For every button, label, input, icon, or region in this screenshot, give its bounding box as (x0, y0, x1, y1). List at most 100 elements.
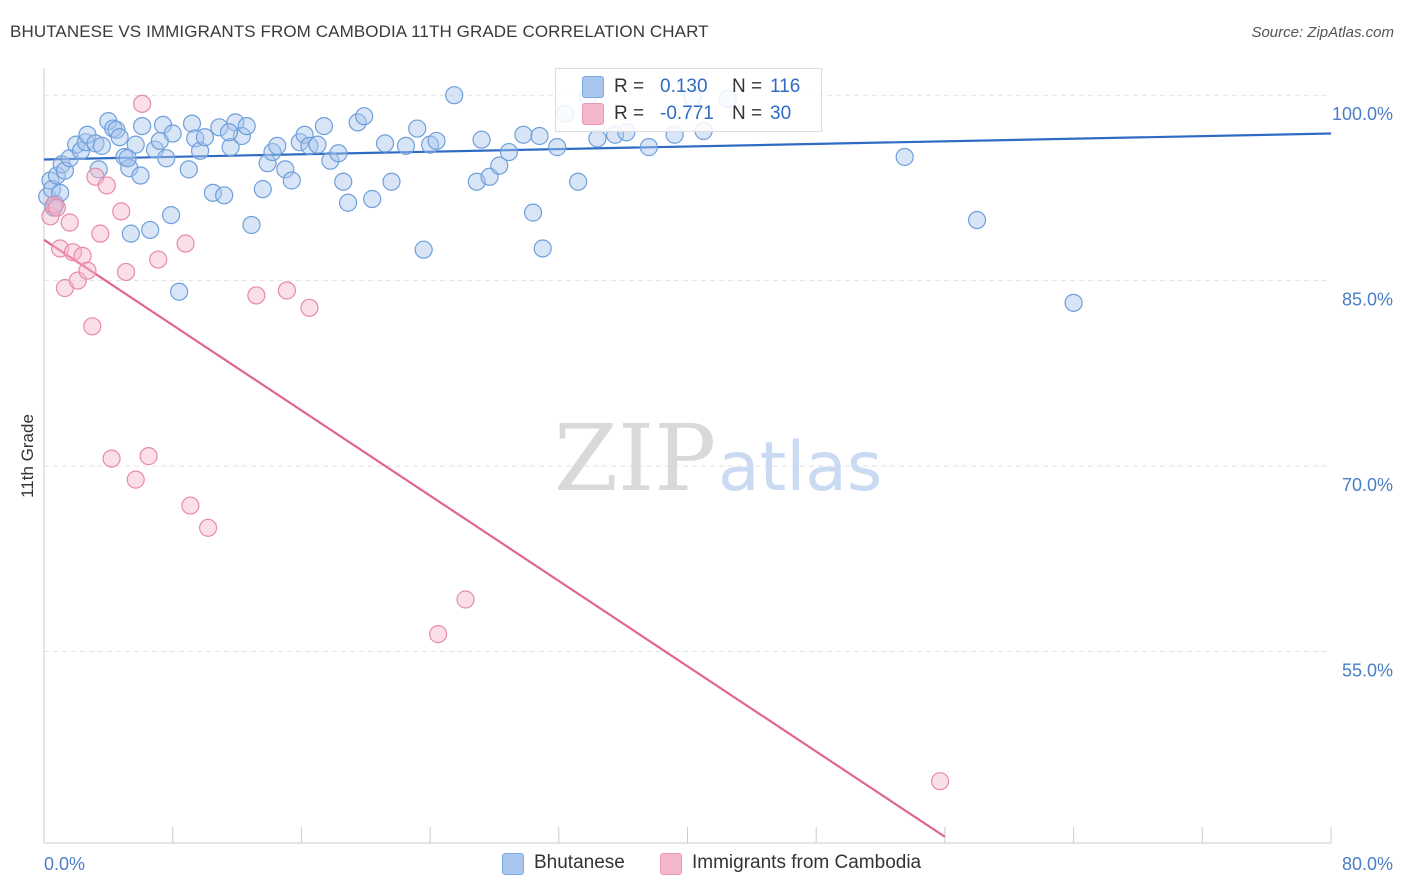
bottom-legend-label: Bhutanese (534, 852, 625, 873)
data-point (221, 138, 240, 157)
data-point (1064, 293, 1083, 312)
data-point (83, 317, 102, 336)
data-point (329, 144, 348, 163)
data-point (308, 135, 327, 154)
data-point (338, 193, 358, 212)
data-point (548, 138, 567, 157)
data-point (263, 142, 282, 162)
data-point (382, 172, 401, 191)
data-point (203, 183, 223, 202)
series-cambodia (41, 94, 950, 791)
legend-r-label: R = (614, 103, 645, 124)
data-point (71, 141, 91, 160)
data-point (588, 129, 607, 148)
trend-lines (43, 132, 1332, 838)
legend-swatch-cambodia (582, 103, 604, 125)
data-point (47, 198, 66, 217)
data-point (334, 172, 353, 191)
trend-line-cambodia (43, 238, 946, 838)
data-point (170, 282, 189, 301)
data-point (355, 107, 374, 126)
data-point (396, 136, 416, 155)
y-tick-label: 70.0% (1342, 475, 1393, 495)
legend-r-value: -0.771 (660, 103, 714, 124)
data-point (179, 160, 198, 179)
data-point (181, 496, 200, 515)
axis-labels: 100.0% 85.0% 70.0% 55.0% 0.0% 80.0% 11th Grade (18, 104, 1393, 874)
bottom-legend-swatch-bhutanese (502, 853, 524, 875)
data-point (427, 131, 446, 151)
data-point (472, 130, 491, 149)
data-point (102, 449, 121, 468)
x-tick-label: 80.0% (1342, 854, 1393, 874)
data-point (126, 470, 145, 489)
data-point (68, 271, 87, 290)
data-point (268, 136, 287, 155)
y-tick-label: 55.0% (1342, 660, 1393, 680)
legend-n-label: N = (732, 76, 763, 97)
data-point (456, 590, 475, 609)
data-point (445, 86, 464, 105)
data-point (161, 205, 181, 225)
bottom-legend-swatch-cambodia (660, 853, 682, 875)
data-point (195, 128, 214, 147)
data-point (63, 243, 83, 262)
data-point (91, 224, 110, 243)
data-point (499, 142, 519, 162)
y-axis-label: 11th Grade (18, 414, 37, 498)
data-point (639, 138, 658, 157)
data-point (277, 281, 297, 300)
data-point (300, 298, 319, 317)
data-point (97, 176, 116, 195)
data-point (112, 202, 131, 221)
data-point (967, 210, 987, 230)
y-tick-label: 85.0% (1342, 290, 1393, 310)
data-point (363, 189, 382, 209)
data-point (126, 135, 145, 154)
data-point (110, 128, 129, 147)
data-point (133, 94, 152, 113)
data-point (295, 125, 314, 144)
legend-swatch-bhutanese (582, 76, 604, 98)
data-point (78, 261, 97, 280)
y-tick-label: 100.0% (1332, 104, 1393, 124)
data-point (569, 172, 588, 191)
data-point (60, 213, 79, 232)
correlation-legend: R = 0.130 N = 116 R = -0.771 N = 30 (555, 68, 822, 132)
data-point (242, 215, 261, 235)
data-point (121, 224, 140, 243)
data-point (141, 220, 160, 240)
data-point (276, 160, 295, 179)
data-point (190, 141, 210, 160)
data-point (429, 625, 448, 644)
data-point (253, 180, 272, 199)
data-point (133, 116, 152, 136)
data-point (514, 125, 533, 144)
data-point (530, 126, 549, 146)
legend-n-value: 116 (770, 76, 801, 97)
watermark: ZIP atlas (554, 405, 882, 512)
watermark-zip: ZIP (554, 405, 716, 512)
data-point (375, 134, 395, 153)
data-point (237, 116, 256, 136)
source-label: Source: ZipAtlas.com (1251, 24, 1394, 41)
data-point (131, 166, 150, 185)
data-point (176, 234, 195, 253)
legend-r-value: 0.130 (660, 76, 708, 97)
data-point (198, 518, 218, 537)
data-point (92, 136, 112, 155)
data-point (118, 149, 137, 168)
data-point (930, 772, 950, 791)
data-point (247, 286, 266, 305)
data-point (116, 262, 136, 282)
watermark-atlas: atlas (718, 428, 882, 507)
axes (43, 68, 1332, 844)
data-point (149, 250, 168, 269)
legend-n-label: N = (732, 103, 763, 124)
chart-title: BHUTANESE VS IMMIGRANTS FROM CAMBODIA 11… (10, 22, 709, 41)
data-point (895, 147, 914, 167)
data-point (408, 119, 427, 138)
data-point (157, 149, 176, 168)
data-point (523, 203, 543, 222)
bottom-legend-label: Immigrants from Cambodia (692, 852, 922, 873)
